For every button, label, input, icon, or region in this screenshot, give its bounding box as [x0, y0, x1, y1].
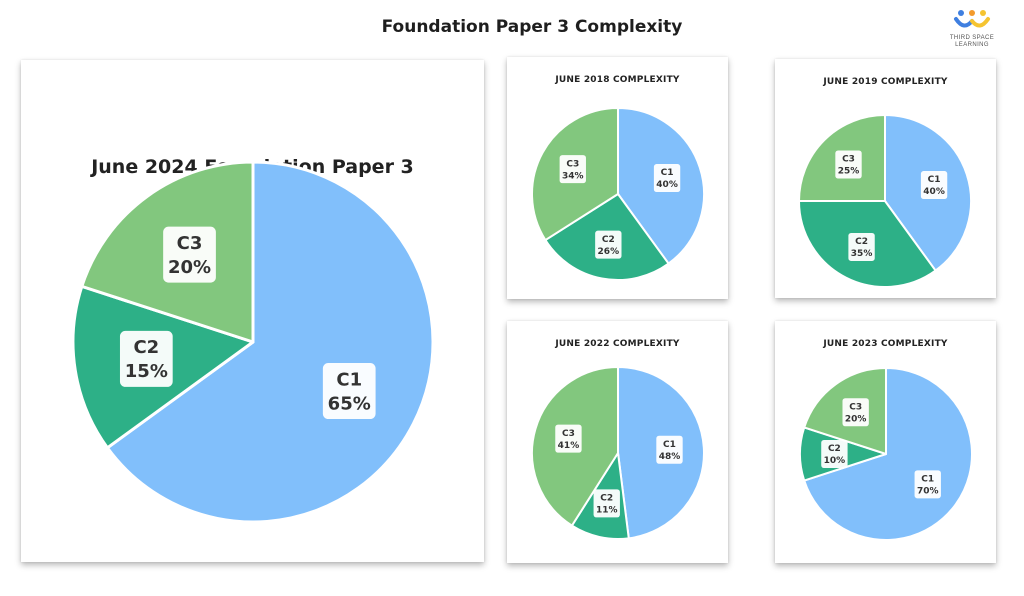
- label-box: [322, 363, 376, 420]
- slice-value-label: 70%: [917, 486, 939, 496]
- chart-title: JUNE 2019 COMPLEXITY: [823, 77, 948, 87]
- slice-value-label: 11%: [596, 506, 618, 516]
- slice-value-label: 35%: [851, 249, 873, 259]
- slice-value-label: 20%: [168, 257, 211, 278]
- slice-category-label: C1: [921, 474, 934, 484]
- slice-category-label: C2: [600, 494, 613, 504]
- slice-category-label: C2: [133, 337, 159, 358]
- page-title: Foundation Paper 3 Complexity: [381, 17, 683, 37]
- label-box: [559, 155, 586, 184]
- chart-card-june-2018: JUNE 2018 COMPLEXITY C1 40% C2 26% C3 34%: [507, 57, 728, 299]
- slice-value-label: 48%: [659, 452, 681, 462]
- third-space-learning-logo: THIRD SPACE LEARNING: [944, 9, 1000, 49]
- label-box: [821, 440, 848, 468]
- slice-category-label: C3: [842, 155, 855, 165]
- chart-card-june-2022: JUNE 2022 COMPLEXITY C1 48% C2 11% C3 41%: [507, 321, 728, 563]
- slice-value-label: 26%: [598, 247, 620, 257]
- slice-value-label: 20%: [845, 414, 867, 424]
- slice-category-label: C3: [849, 402, 862, 412]
- slice-category-label: C1: [928, 175, 941, 185]
- chart-card-june-2019: JUNE 2019 COMPLEXITY C1 40% C2 35% C3 25%: [775, 59, 996, 298]
- slice-category-label: C1: [663, 440, 676, 450]
- label-box: [848, 232, 875, 261]
- slice-category-label: C3: [177, 233, 203, 254]
- label-box: [653, 164, 681, 193]
- label-box: [920, 171, 948, 200]
- slice-category-label: C1: [661, 168, 674, 178]
- label-box: [593, 489, 620, 518]
- pie-slice-c1: [105, 160, 435, 524]
- slice-value-label: 15%: [125, 361, 168, 382]
- logo-icon: [954, 10, 990, 28]
- slice-value-label: 25%: [838, 167, 860, 177]
- slice-value-label: 40%: [656, 180, 678, 190]
- label-box: [656, 435, 683, 464]
- label-box: [914, 470, 941, 499]
- label-box: [595, 230, 622, 259]
- chart-card-june-2023: JUNE 2023 COMPLEXITY C1 70% C2 10% C3 20%: [775, 321, 996, 563]
- logo-line-2: LEARNING: [955, 42, 989, 48]
- slice-category-label: C3: [566, 159, 579, 169]
- slice-category-label: C2: [828, 444, 841, 454]
- slice-value-label: 65%: [328, 393, 371, 414]
- label-box: [555, 424, 582, 453]
- chart-title: JUNE 2022 COMPLEXITY: [555, 339, 680, 349]
- chart-card-june-2024: June 2024 Foundation Paper 3 C165%C215%C…: [21, 60, 484, 562]
- slice-value-label: 34%: [562, 171, 584, 181]
- slice-category-label: C3: [562, 429, 575, 439]
- slice-category-label: C2: [855, 237, 868, 247]
- label-box: [163, 226, 216, 283]
- label-box: [835, 150, 862, 179]
- slice-value-label: 41%: [558, 441, 580, 451]
- chart-title: JUNE 2018 COMPLEXITY: [555, 75, 680, 85]
- slice-category-label: C1: [336, 369, 362, 390]
- slice-value-label: 10%: [824, 456, 846, 466]
- chart-title: JUNE 2023 COMPLEXITY: [823, 339, 948, 349]
- slice-value-label: 40%: [923, 187, 945, 197]
- slice-category-label: C2: [602, 235, 615, 245]
- logo-line-1: THIRD SPACE: [949, 35, 995, 41]
- label-box: [842, 398, 869, 427]
- label-box: [119, 330, 173, 387]
